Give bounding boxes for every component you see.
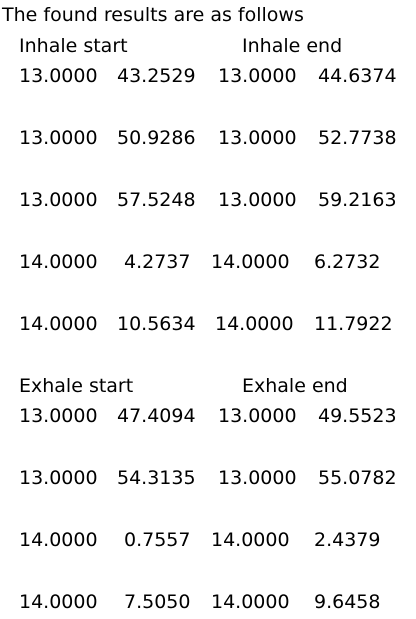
exhale-end-minute: 13.0000 [218, 467, 297, 489]
inhale-end-minute: 13.0000 [218, 189, 297, 211]
inhale-start-second: 4.2737 [124, 251, 191, 273]
exhale-start-minute: 13.0000 [19, 405, 98, 427]
inhale-end-second: 11.7922 [314, 313, 393, 335]
inhale-end-second: 6.2732 [314, 251, 381, 273]
exhale-end-minute: 14.0000 [211, 529, 290, 551]
exhale-end-header: Exhale end [242, 375, 348, 397]
inhale-end-header: Inhale end [242, 35, 343, 57]
exhale-start-second: 0.7557 [124, 529, 191, 551]
inhale-start-minute: 14.0000 [19, 251, 98, 273]
inhale-end-minute: 14.0000 [211, 251, 290, 273]
exhale-start-minute: 14.0000 [19, 529, 98, 551]
inhale-start-second: 57.5248 [117, 189, 196, 211]
exhale-end-second: 49.5523 [318, 405, 397, 427]
inhale-start-second: 43.2529 [117, 65, 196, 87]
exhale-end-second: 2.4379 [314, 529, 381, 551]
exhale-start-second: 7.5050 [124, 591, 191, 613]
exhale-end-minute: 13.0000 [218, 405, 297, 427]
inhale-start-second: 10.5634 [117, 313, 196, 335]
inhale-end-minute: 13.0000 [218, 127, 297, 149]
exhale-start-second: 47.4094 [117, 405, 196, 427]
inhale-start-minute: 14.0000 [19, 313, 98, 335]
exhale-start-header: Exhale start [19, 375, 134, 397]
exhale-start-minute: 14.0000 [19, 591, 98, 613]
inhale-end-second: 59.2163 [318, 189, 397, 211]
exhale-end-minute: 14.0000 [211, 591, 290, 613]
inhale-end-minute: 14.0000 [215, 313, 294, 335]
inhale-start-minute: 13.0000 [19, 189, 98, 211]
exhale-end-second: 55.0782 [318, 467, 397, 489]
exhale-start-minute: 13.0000 [19, 467, 98, 489]
inhale-end-second: 44.6374 [318, 65, 397, 87]
inhale-start-minute: 13.0000 [19, 65, 98, 87]
exhale-start-second: 54.3135 [117, 467, 196, 489]
results-title: The found results are as follows [2, 4, 304, 26]
inhale-start-second: 50.9286 [117, 127, 196, 149]
inhale-end-second: 52.7738 [318, 127, 397, 149]
exhale-end-second: 9.6458 [314, 591, 381, 613]
inhale-end-minute: 13.0000 [218, 65, 297, 87]
inhale-start-minute: 13.0000 [19, 127, 98, 149]
inhale-start-header: Inhale start [19, 35, 128, 57]
